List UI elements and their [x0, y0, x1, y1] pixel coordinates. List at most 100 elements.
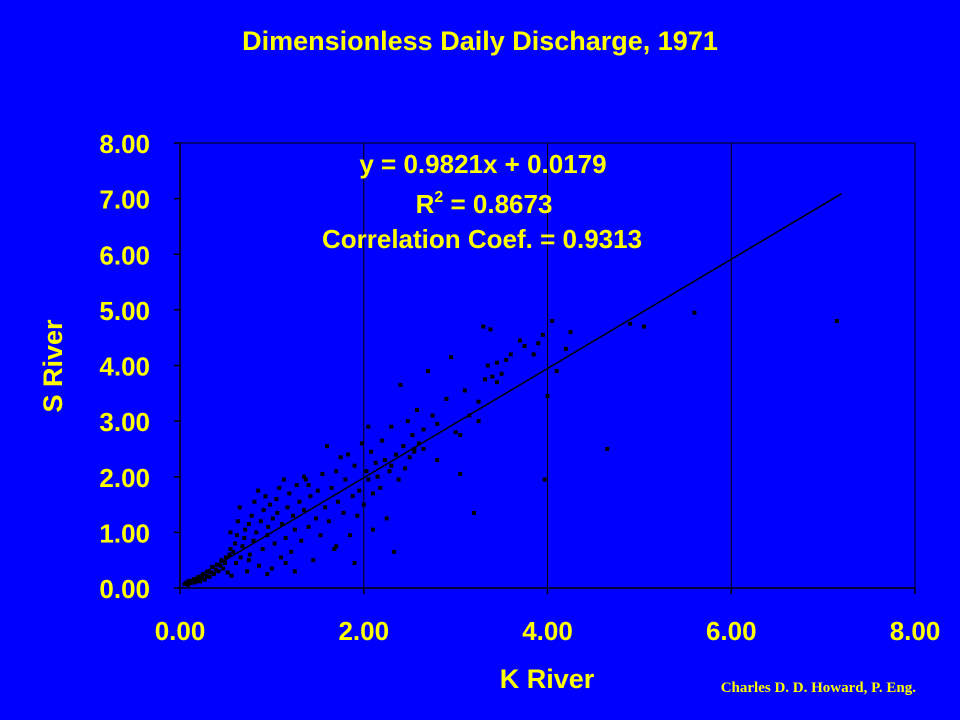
- y-tick-label: 4.00: [99, 352, 150, 382]
- data-point: [392, 549, 397, 554]
- data-point: [257, 563, 262, 568]
- data-point: [641, 324, 646, 329]
- data-point: [389, 424, 394, 429]
- data-point: [522, 344, 527, 349]
- data-point: [311, 558, 316, 563]
- data-point: [403, 466, 408, 471]
- trendline: [184, 193, 842, 585]
- data-point: [453, 430, 458, 435]
- data-point: [488, 327, 493, 332]
- data-point: [494, 360, 499, 365]
- axes: [174, 142, 916, 594]
- author-credit: Charles D. D. Howard, P. Eng.: [720, 680, 916, 696]
- data-point: [334, 544, 339, 549]
- data-point: [412, 446, 417, 451]
- data-point: [263, 494, 268, 499]
- data-point: [370, 527, 375, 532]
- data-point: [249, 513, 254, 518]
- data-point: [228, 530, 233, 535]
- data-point: [303, 477, 308, 482]
- data-point: [283, 560, 288, 565]
- data-point: [195, 578, 200, 583]
- data-point: [198, 579, 203, 584]
- data-point: [270, 516, 275, 521]
- data-point: [291, 513, 296, 518]
- data-point: [234, 533, 239, 538]
- data-point: [421, 446, 426, 451]
- y-tick-label: 6.00: [99, 240, 150, 270]
- data-point: [554, 369, 559, 374]
- y-tick-label: 8.00: [99, 129, 150, 159]
- data-point: [308, 494, 313, 499]
- data-point: [563, 346, 568, 351]
- data-point: [279, 522, 284, 527]
- data-point: [444, 396, 449, 401]
- data-point: [472, 510, 476, 515]
- data-point: [269, 566, 274, 571]
- data-point: [306, 483, 311, 488]
- data-point: [258, 519, 263, 524]
- data-point: [366, 424, 371, 429]
- data-point: [415, 408, 420, 412]
- y-tick-label: 2.00: [99, 463, 150, 493]
- r2-value: = 0.8673: [443, 189, 552, 219]
- grid-lines: [180, 142, 916, 588]
- data-point: [517, 338, 522, 343]
- data-point: [294, 483, 299, 488]
- data-point: [341, 510, 346, 515]
- data-point: [279, 555, 284, 560]
- data-point: [540, 332, 545, 337]
- x-tick-label: 6.00: [706, 616, 757, 646]
- data-point: [462, 388, 467, 393]
- data-point: [375, 474, 380, 479]
- data-point: [186, 582, 191, 587]
- data-point: [246, 522, 251, 527]
- data-point: [274, 497, 279, 501]
- data-point: [458, 433, 463, 438]
- data-point: [218, 563, 223, 568]
- data-point: [234, 560, 239, 565]
- data-point: [384, 516, 389, 521]
- data-point: [207, 574, 212, 579]
- data-point: [407, 455, 412, 460]
- data-point: [245, 569, 250, 574]
- data-point: [410, 433, 415, 438]
- data-point: [190, 579, 195, 584]
- data-point: [485, 363, 490, 368]
- data-point: [352, 560, 357, 565]
- data-point: [628, 321, 633, 326]
- data-point: [430, 413, 435, 418]
- data-point: [238, 555, 243, 560]
- data-point: [421, 427, 426, 432]
- data-point: [405, 419, 410, 424]
- r-squared-annotation: R2 = 0.8673: [416, 189, 553, 219]
- data-point: [272, 541, 277, 546]
- data-point: [204, 573, 209, 578]
- y-tick-label: 3.00: [99, 407, 150, 437]
- data-point: [313, 516, 318, 521]
- data-point: [315, 488, 320, 493]
- data-point: [289, 549, 294, 554]
- data-point: [256, 488, 261, 493]
- r2-label: R: [416, 189, 435, 219]
- chart-title: Dimensionless Daily Discharge, 1971: [242, 26, 718, 56]
- data-point: [247, 552, 252, 557]
- data-point: [287, 491, 292, 496]
- data-point: [225, 570, 230, 575]
- data-point: [550, 319, 555, 323]
- data-point: [320, 471, 325, 476]
- data-point: [266, 524, 271, 529]
- data-point: [306, 524, 311, 529]
- data-point: [494, 380, 499, 385]
- data-point: [299, 538, 304, 543]
- data-point: [393, 452, 398, 457]
- data-point: [254, 530, 259, 535]
- data-point: [382, 458, 387, 463]
- data-point: [193, 580, 198, 585]
- data-point: [364, 469, 369, 474]
- data-point: [221, 566, 226, 571]
- data-point: [359, 441, 364, 446]
- data-point: [228, 547, 233, 552]
- data-point: [458, 471, 463, 476]
- data-point: [449, 355, 454, 360]
